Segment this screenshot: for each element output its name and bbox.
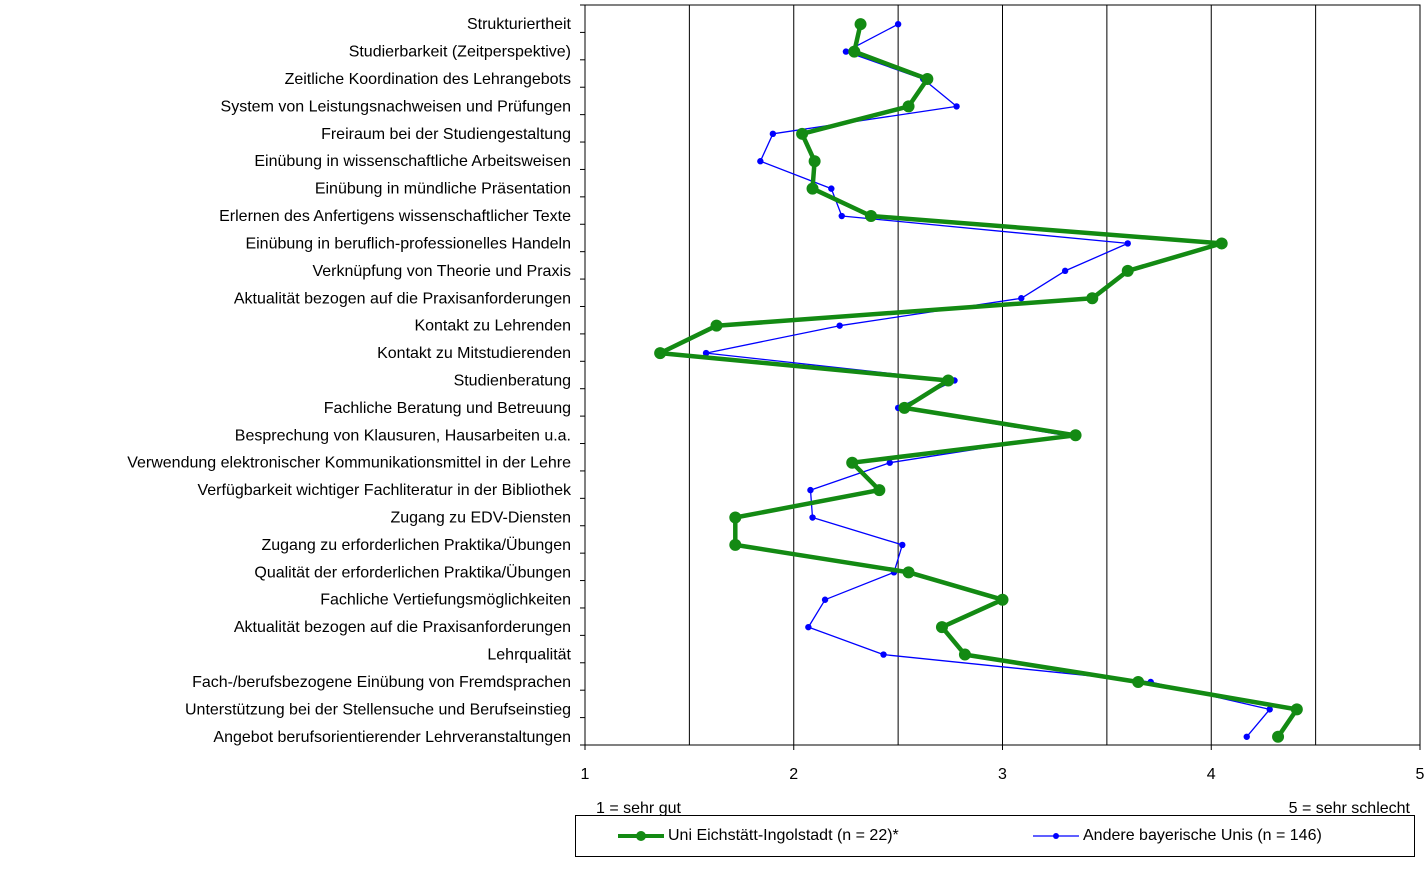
y-label-20: Qualität der erforderlichen Praktika/Übu…: [254, 563, 571, 581]
uni-eichstaett-point-12: [654, 347, 667, 360]
y-label-15: Besprechung von Klausuren, Hausarbeiten …: [235, 427, 571, 444]
x-tick-label-0: 1: [581, 766, 590, 783]
uni-eichstaett-point-17: [873, 484, 886, 497]
legend-label-uni-eichstaett: Uni Eichstätt-Ingolstadt (n = 22)*: [668, 827, 899, 844]
andere-unis-point-6: [828, 185, 835, 192]
uni-eichstaett-point-4: [796, 127, 809, 140]
uni-eichstaett-point-25: [1290, 703, 1303, 716]
uni-eichstaett-point-10: [1086, 292, 1099, 305]
uni-eichstaett-point-1: [848, 45, 861, 58]
scale-note-left: 1 = sehr gut: [596, 800, 682, 817]
uni-eichstaett-point-21: [996, 593, 1009, 606]
uni-eichstaett-point-26: [1272, 730, 1285, 743]
y-label-23: Lehrqualität: [487, 647, 571, 664]
andere-unis-point-22: [805, 623, 812, 631]
y-label-11: Kontakt zu Lehrenden: [414, 318, 571, 335]
uni-eichstaett-point-5: [808, 155, 821, 168]
y-label-19: Zugang zu erforderlichen Praktika/Übunge…: [261, 536, 571, 554]
andere-unis-point-11: [836, 322, 843, 329]
y-label-16: Verwendung elektronischer Kommunikations…: [127, 455, 571, 472]
y-label-8: Einübung in beruflich-professionelles Ha…: [245, 235, 571, 252]
uni-eichstaett-point-18: [729, 511, 742, 524]
uni-eichstaett-point-20: [902, 566, 915, 579]
legend-swatch-blue: [1033, 833, 1079, 839]
y-label-13: Studienberatung: [454, 372, 571, 389]
andere-unis-point-17: [807, 486, 814, 494]
y-label-6: Einübung in mündliche Präsentation: [315, 181, 571, 198]
uni-eichstaett-point-7: [864, 210, 877, 223]
y-label-24: Fach-/berufsbezogene Einübung von Fremds…: [192, 674, 571, 691]
y-label-1: Studierbarkeit (Zeitperspektive): [349, 44, 571, 61]
andere-unis-point-23: [880, 651, 887, 658]
y-label-10: Aktualität bezogen auf die Praxisanforde…: [234, 290, 571, 307]
andere-unis-point-9: [1061, 267, 1069, 275]
andere-unis-point-10: [1018, 295, 1025, 302]
uni-eichstaett-point-19: [729, 538, 742, 551]
uni-eichstaett-point-15: [1069, 429, 1082, 442]
y-label-21: Fachliche Vertiefungsmöglichkeiten: [320, 592, 571, 609]
x-tick-label-1: 2: [789, 766, 798, 783]
andere-unis-point-26: [1243, 733, 1250, 740]
legend-item-andere-unis: Andere bayerische Unis (n = 146): [1031, 816, 1322, 856]
y-label-0: Strukturiertheit: [467, 16, 572, 33]
legend-item-uni-eichstaett: Uni Eichstätt-Ingolstadt (n = 22)*: [616, 816, 899, 856]
y-label-7: Erlernen des Anfertigens wissenschaftlic…: [219, 208, 571, 225]
x-tick-label-3: 4: [1207, 766, 1216, 783]
andere-unis-point-21: [821, 596, 829, 603]
uni-eichstaett-point-3: [902, 100, 915, 113]
x-tick-label-2: 3: [998, 766, 1007, 783]
uni-eichstaett-point-9: [1121, 264, 1134, 277]
series-uni-eichstaett: [654, 18, 1303, 743]
y-label-12: Kontakt zu Mitstudierenden: [377, 345, 571, 362]
gridlines: [688, 5, 1317, 745]
legend-label-andere-unis: Andere bayerische Unis (n = 146): [1083, 827, 1322, 844]
scale-note-right: 5 = sehr schlecht: [1289, 800, 1411, 817]
y-label-4: Freiraum bei der Studiengestaltung: [321, 126, 571, 143]
andere-unis-point-5: [757, 158, 764, 165]
uni-eichstaett-point-22: [935, 621, 948, 634]
legend: Uni Eichstätt-Ingolstadt (n = 22)* Ander…: [575, 815, 1415, 857]
y-label-14: Fachliche Beratung und Betreuung: [324, 400, 571, 417]
andere-unis-point-1: [842, 48, 850, 55]
andere-unis-point-0: [894, 20, 902, 28]
uni-eichstaett-point-23: [958, 648, 971, 661]
x-tick-labels: 1 2 3 4 5: [581, 745, 1425, 783]
andere-unis-point-7: [838, 212, 845, 220]
uni-eichstaett-point-2: [921, 73, 934, 85]
y-label-3: System von Leistungsnachweisen und Prüfu…: [221, 98, 571, 115]
andere-unis-point-3: [953, 103, 960, 110]
andere-unis-point-19: [899, 541, 906, 549]
uni-eichstaett-point-0: [854, 18, 867, 31]
andere-unis-point-12: [702, 349, 710, 357]
uni-eichstaett-point-24: [1132, 675, 1145, 688]
y-label-22: Aktualität bezogen auf die Praxisanforde…: [234, 619, 571, 636]
uni-eichstaett-point-13: [942, 374, 955, 387]
uni-eichstaett-point-14: [898, 401, 911, 414]
uni-eichstaett-point-11: [710, 319, 723, 332]
andere-unis-point-18: [809, 514, 816, 521]
x-tick-label-4: 5: [1416, 766, 1425, 783]
andere-unis-point-4: [769, 130, 777, 138]
y-label-2: Zeitliche Koordination des Lehrangebots: [285, 71, 571, 88]
y-label-25: Unterstützung bei der Stellensuche und B…: [185, 701, 571, 718]
andere-unis-point-16: [886, 459, 893, 466]
uni-eichstaett-point-16: [846, 456, 859, 469]
uni-eichstaett-point-6: [806, 182, 819, 195]
y-category-labels: Strukturiertheit Studierbarkeit (Zeitpers…: [127, 16, 572, 746]
uni-eichstaett-point-8: [1215, 237, 1228, 250]
legend-swatch-green: [618, 831, 664, 841]
y-label-9: Verknüpfung von Theorie und Praxis: [312, 263, 571, 280]
andere-unis-point-8: [1124, 240, 1131, 247]
y-label-17: Verfügbarkeit wichtiger Fachliteratur in…: [197, 482, 572, 499]
y-tick-marks: [580, 4, 585, 746]
y-label-18: Zugang zu EDV-Diensten: [390, 510, 571, 527]
y-label-5: Einübung in wissenschaftliche Arbeitswei…: [254, 153, 571, 170]
y-label-26: Angebot berufsorientierender Lehrveranst…: [213, 729, 571, 746]
andere-unis-point-25: [1266, 706, 1273, 713]
